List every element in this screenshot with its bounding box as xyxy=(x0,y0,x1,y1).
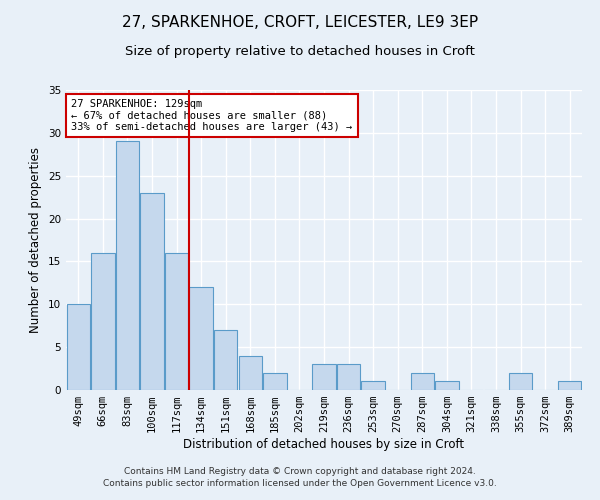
Bar xyxy=(558,382,581,390)
Text: 27 SPARKENHOE: 129sqm
← 67% of detached houses are smaller (88)
33% of semi-deta: 27 SPARKENHOE: 129sqm ← 67% of detached … xyxy=(71,99,352,132)
Bar xyxy=(263,373,287,390)
Bar xyxy=(239,356,262,390)
Bar xyxy=(337,364,360,390)
Bar xyxy=(190,287,213,390)
Bar xyxy=(116,142,139,390)
Bar xyxy=(410,373,434,390)
Bar xyxy=(214,330,238,390)
X-axis label: Distribution of detached houses by size in Croft: Distribution of detached houses by size … xyxy=(184,438,464,451)
Bar xyxy=(67,304,90,390)
Bar xyxy=(91,253,115,390)
Bar xyxy=(435,382,458,390)
Bar xyxy=(165,253,188,390)
Bar xyxy=(361,382,385,390)
Text: Contains HM Land Registry data © Crown copyright and database right 2024.
Contai: Contains HM Land Registry data © Crown c… xyxy=(103,466,497,487)
Text: Size of property relative to detached houses in Croft: Size of property relative to detached ho… xyxy=(125,45,475,58)
Text: 27, SPARKENHOE, CROFT, LEICESTER, LE9 3EP: 27, SPARKENHOE, CROFT, LEICESTER, LE9 3E… xyxy=(122,15,478,30)
Y-axis label: Number of detached properties: Number of detached properties xyxy=(29,147,43,333)
Bar xyxy=(140,193,164,390)
Bar xyxy=(509,373,532,390)
Bar xyxy=(313,364,335,390)
